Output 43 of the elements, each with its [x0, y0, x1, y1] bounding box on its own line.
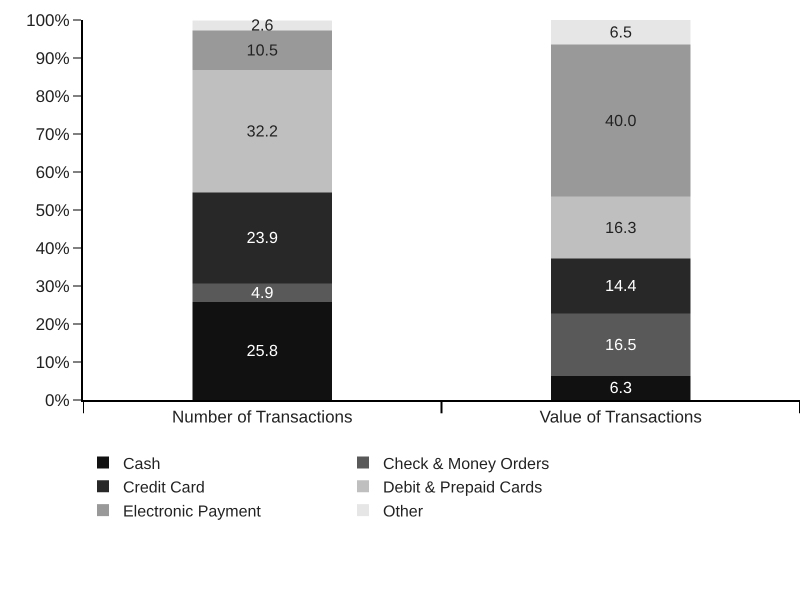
y-tick-label: 20%: [36, 314, 70, 334]
data-label: 4.9: [251, 284, 274, 302]
data-label: 10.5: [246, 41, 278, 60]
y-tick-label: 80%: [36, 86, 70, 106]
y-tick-label: 50%: [36, 200, 70, 220]
data-label: 40.0: [605, 112, 636, 130]
bar: [192, 192, 332, 284]
bar: [550, 258, 691, 314]
x-tick-label: Number of Transactions: [172, 407, 352, 426]
bar: [192, 20, 332, 30]
legend-label: Credit Card: [123, 480, 205, 497]
data-label: 6.5: [610, 24, 632, 42]
bar: [192, 283, 332, 302]
y-tick-label: 60%: [36, 162, 70, 182]
bar: [550, 196, 691, 259]
y-tick-label: 90%: [36, 48, 70, 68]
data-label: 16.5: [605, 336, 636, 354]
bar: [192, 30, 332, 70]
bar: [550, 376, 691, 400]
legend-label: Electronic Payment: [123, 503, 262, 520]
data-label: 23.9: [246, 229, 278, 248]
bar: [550, 44, 691, 197]
data-label: 2.6: [251, 16, 274, 35]
legend-label: Other: [383, 503, 424, 520]
bar: [550, 313, 691, 376]
data-label: 32.2: [246, 122, 278, 141]
x-tick-label: Value of Transactions: [540, 407, 702, 426]
data-label: 6.3: [610, 379, 632, 398]
bar: [550, 20, 691, 45]
y-tick-label: 30%: [36, 276, 70, 296]
legend-label: Cash: [123, 456, 160, 473]
legend-label: Check & Money Orders: [383, 456, 550, 473]
data-label: 14.4: [605, 277, 636, 296]
y-tick-label: 0%: [45, 390, 70, 410]
y-tick-label: 40%: [36, 238, 70, 258]
legend-label: Debit & Prepaid Cards: [383, 480, 542, 497]
y-tick-label: 100%: [26, 10, 70, 30]
bar: [192, 302, 332, 400]
data-label: 16.3: [605, 218, 636, 237]
y-tick-label: 70%: [36, 124, 70, 144]
bar: [192, 70, 332, 193]
y-tick-label: 10%: [36, 352, 70, 372]
data-label: 25.8: [246, 342, 278, 360]
